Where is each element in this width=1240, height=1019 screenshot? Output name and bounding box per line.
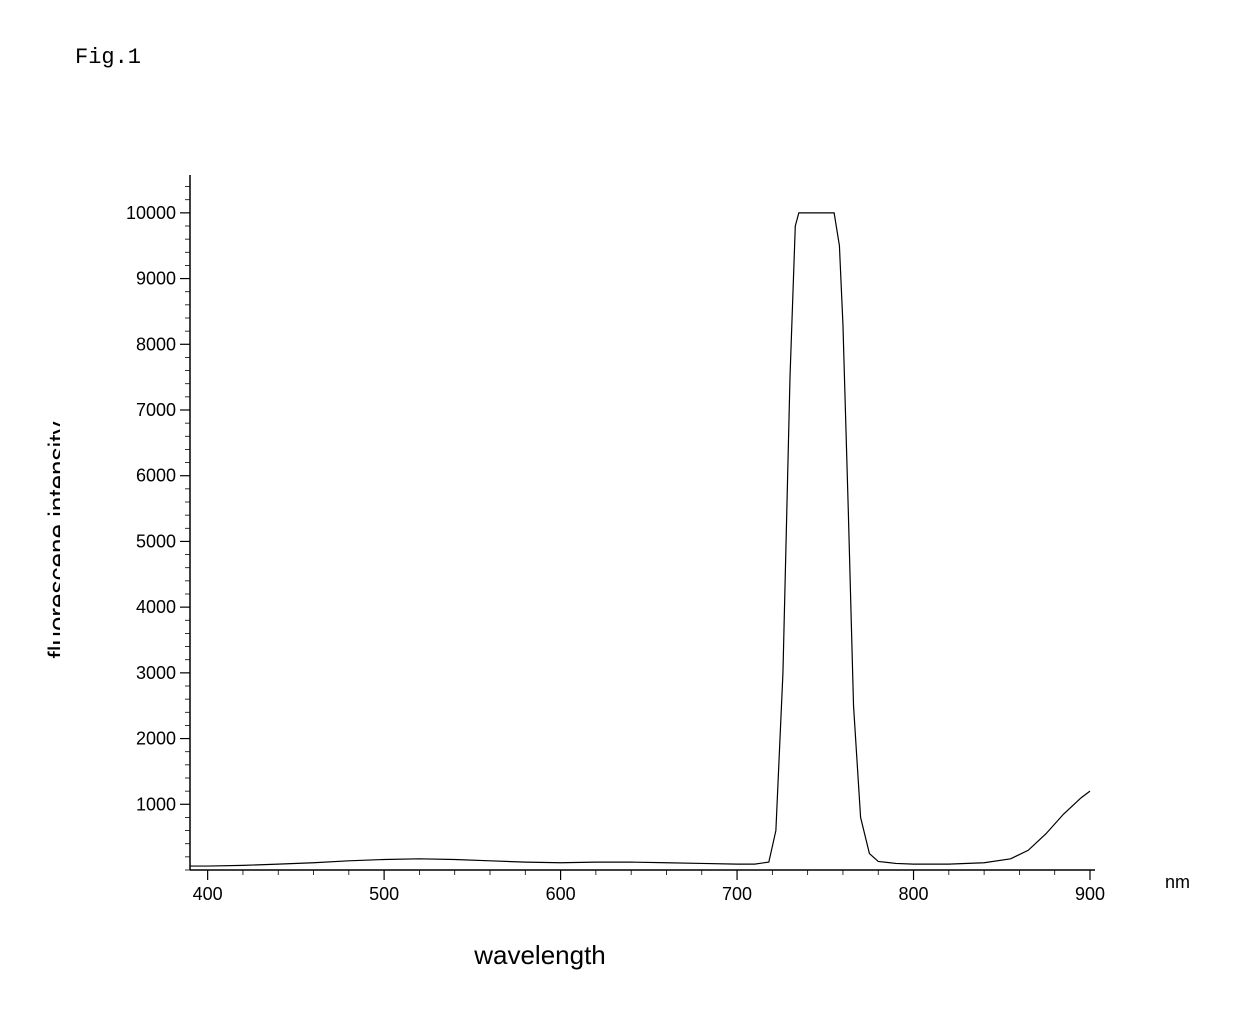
svg-text:8000: 8000 — [136, 334, 176, 354]
svg-text:900: 900 — [1075, 884, 1105, 904]
svg-text:800: 800 — [899, 884, 929, 904]
svg-text:1000: 1000 — [136, 794, 176, 814]
x-axis-label: wavelength — [474, 940, 606, 971]
chart-container: 1000 2000 3000 4000 5000 6000 7000 8000 9000 1000… — [60, 170, 1140, 950]
svg-text:2000: 2000 — [136, 729, 176, 749]
svg-text:600: 600 — [546, 884, 576, 904]
svg-text:500: 500 — [369, 884, 399, 904]
spectrum-chart: 1000 2000 3000 4000 5000 6000 7000 8000 9000 1000… — [60, 170, 1140, 950]
svg-text:4000: 4000 — [136, 597, 176, 617]
svg-text:7000: 7000 — [136, 400, 176, 420]
svg-text:3000: 3000 — [136, 663, 176, 683]
svg-text:400: 400 — [193, 884, 223, 904]
x-unit-label: nm — [1165, 872, 1190, 893]
page: Fig.1 fluorescene intensity 100020003000… — [0, 0, 1240, 1019]
svg-text:5000: 5000 — [136, 531, 176, 551]
svg-text:10000: 10000 — [126, 203, 176, 223]
svg-text:700: 700 — [722, 884, 752, 904]
figure-label: Fig.1 — [75, 45, 141, 70]
svg-text:6000: 6000 — [136, 466, 176, 486]
svg-text:9000: 9000 — [136, 269, 176, 289]
